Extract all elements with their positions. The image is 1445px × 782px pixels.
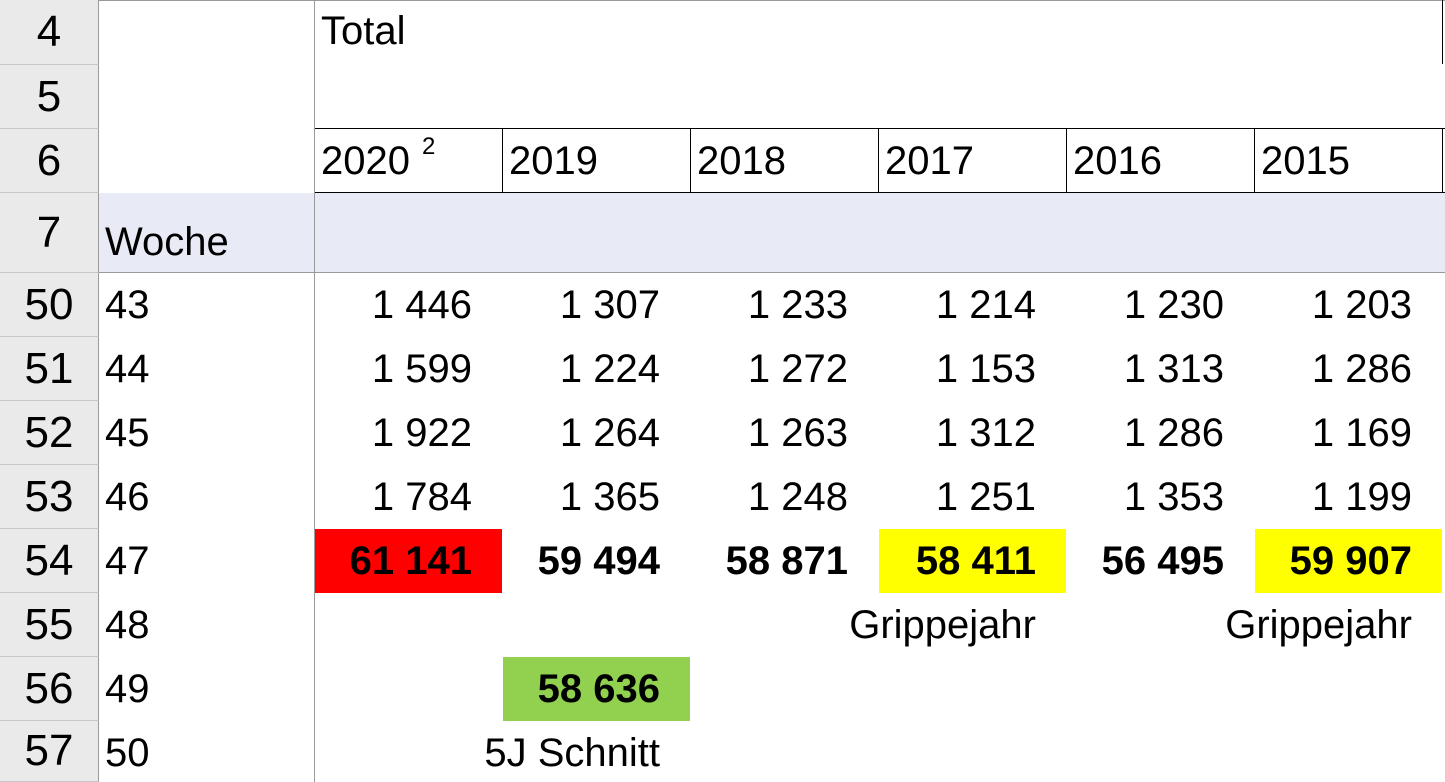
year-row-bottom-border <box>315 192 1445 193</box>
value-cell[interactable]: 1 263 <box>747 410 848 455</box>
row-header[interactable]: 5 <box>0 65 99 129</box>
row-header[interactable]: 55 <box>0 593 99 657</box>
total-cell[interactable]: 59 494 <box>537 538 660 583</box>
table-title[interactable]: Total <box>321 8 406 53</box>
value-cell[interactable]: 1 313 <box>1123 346 1224 391</box>
year-divider <box>878 129 879 193</box>
year-header-2016[interactable]: 2016 <box>1073 138 1162 183</box>
row-header[interactable]: 57 <box>0 721 99 782</box>
flu-year-note[interactable]: Grippejahr <box>849 602 1036 647</box>
five-year-average-label[interactable]: 5J Schnitt <box>484 730 660 775</box>
title-right-border <box>1442 0 1443 64</box>
row-header[interactable]: 56 <box>0 657 99 721</box>
row-header[interactable]: 51 <box>0 337 99 401</box>
week-column-header[interactable]: Woche <box>105 219 229 264</box>
year-header-2018[interactable]: 2018 <box>697 138 786 183</box>
row-header[interactable]: 50 <box>0 273 99 337</box>
value-cell[interactable]: 1 272 <box>747 346 848 391</box>
week-cell[interactable]: 46 <box>105 474 150 519</box>
value-cell[interactable]: 1 214 <box>935 282 1036 327</box>
value-cell[interactable]: 1 353 <box>1123 474 1224 519</box>
value-cell[interactable]: 1 922 <box>371 410 472 455</box>
value-cell[interactable]: 1 224 <box>559 346 660 391</box>
column-divider <box>314 0 315 782</box>
value-cell[interactable]: 1 286 <box>1311 346 1412 391</box>
year-header-2017[interactable]: 2017 <box>885 138 974 183</box>
total-cell-flu-year[interactable]: 59 907 <box>1255 529 1442 593</box>
value-cell[interactable]: 1 264 <box>559 410 660 455</box>
year-divider <box>690 129 691 193</box>
total-cell[interactable]: 56 495 <box>1101 538 1224 583</box>
week-cell[interactable]: 47 <box>105 538 150 583</box>
year-label: 2020 <box>321 138 410 183</box>
week-cell[interactable]: 44 <box>105 346 150 391</box>
value-cell[interactable]: 1 307 <box>559 282 660 327</box>
value-cell[interactable]: 1 365 <box>559 474 660 519</box>
value-cell[interactable]: 1 286 <box>1123 410 1224 455</box>
week-cell[interactable]: 48 <box>105 602 150 647</box>
year-header-2020[interactable]: 2020 2 <box>315 129 502 193</box>
value-cell[interactable]: 1 153 <box>935 346 1036 391</box>
week-cell[interactable]: 43 <box>105 282 150 327</box>
value-cell[interactable]: 1 251 <box>935 474 1036 519</box>
value-cell[interactable]: 1 230 <box>1123 282 1224 327</box>
week-row-bottom-border <box>99 272 1445 273</box>
footnote-superscript: 2 <box>421 133 436 160</box>
week-cell[interactable]: 50 <box>105 730 150 775</box>
value-cell[interactable]: 1 599 <box>371 346 472 391</box>
week-header-band <box>99 193 1445 273</box>
year-divider <box>1066 129 1067 193</box>
total-cell-highest[interactable]: 61 141 <box>315 529 502 593</box>
five-year-average-cell[interactable]: 58 636 <box>503 657 690 721</box>
year-divider <box>502 129 503 193</box>
row-header[interactable]: 7 <box>0 193 99 273</box>
value-cell[interactable]: 1 784 <box>371 474 472 519</box>
value-cell[interactable]: 1 446 <box>371 282 472 327</box>
total-cell[interactable]: 58 871 <box>725 538 848 583</box>
flu-year-note[interactable]: Grippejahr <box>1225 602 1412 647</box>
week-cell[interactable]: 45 <box>105 410 150 455</box>
year-header-2015[interactable]: 2015 <box>1261 138 1350 183</box>
value-cell[interactable]: 1 203 <box>1311 282 1412 327</box>
value-cell[interactable]: 1 248 <box>747 474 848 519</box>
value-cell[interactable]: 1 169 <box>1311 410 1412 455</box>
row-header[interactable]: 4 <box>0 0 99 65</box>
total-cell-flu-year[interactable]: 58 411 <box>879 529 1066 593</box>
row-header[interactable]: 54 <box>0 529 99 593</box>
year-divider <box>1254 129 1255 193</box>
year-divider <box>1442 129 1443 193</box>
year-row-top-border <box>315 128 1445 129</box>
row-header[interactable]: 6 <box>0 129 99 193</box>
header-border <box>99 0 1445 1</box>
year-header-2019[interactable]: 2019 <box>509 138 598 183</box>
value-cell[interactable]: 1 233 <box>747 282 848 327</box>
week-cell[interactable]: 49 <box>105 666 150 711</box>
value-cell[interactable]: 1 312 <box>935 410 1036 455</box>
row-header[interactable]: 53 <box>0 465 99 529</box>
value-cell[interactable]: 1 199 <box>1311 474 1412 519</box>
row-header[interactable]: 52 <box>0 401 99 465</box>
